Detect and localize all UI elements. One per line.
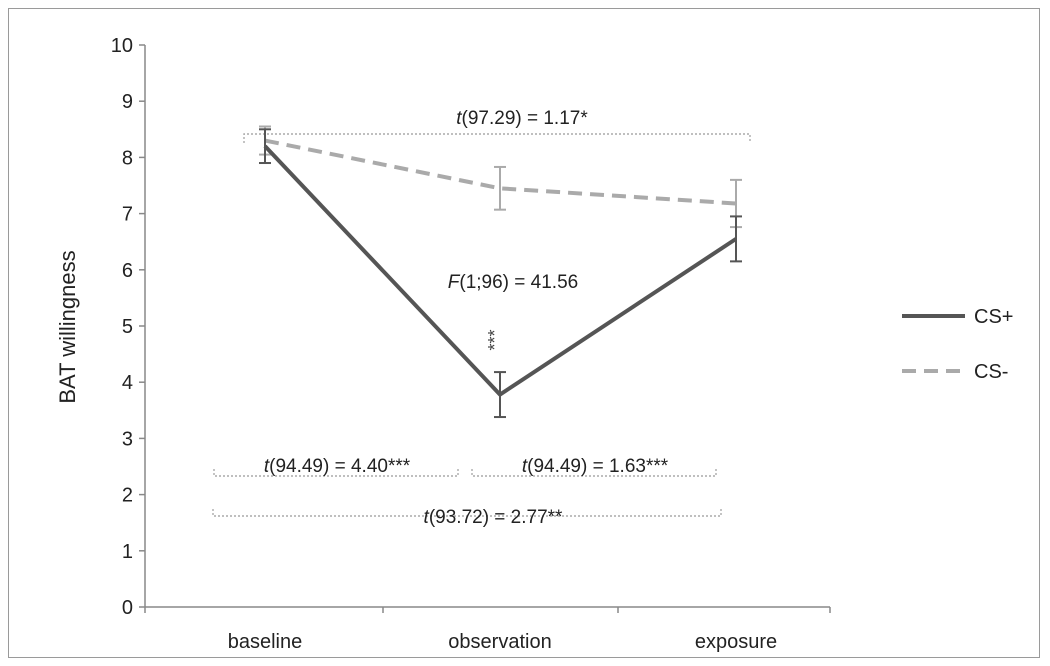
t-test-top-annotation: t(97.29) = 1.17*	[456, 108, 588, 129]
f-test-annotation: F(1;96) = 41.56	[448, 272, 578, 293]
y-tick-label: 4	[122, 372, 133, 394]
y-tick-label: 7	[122, 204, 133, 226]
bracket-bottom	[212, 509, 722, 517]
y-tick-label: 3	[122, 428, 133, 450]
legend-label-cs-plus: CS+	[974, 306, 1013, 328]
y-axis-label: BAT willingness	[55, 250, 80, 403]
bracket-right	[471, 469, 717, 477]
x-tick-label: observation	[448, 631, 551, 653]
series-line	[264, 138, 737, 206]
legend: CS+ CS-	[902, 306, 1013, 383]
y-tick-label: 5	[122, 316, 133, 338]
y-tick-label: 0	[122, 597, 133, 619]
y-axis: 0 1 2 3 4 5 6 7 8 9 10	[111, 35, 146, 619]
t-test-left-annotation: t(94.49) = 4.40***	[264, 456, 411, 477]
bracket-left	[213, 469, 459, 477]
y-tick-label: 1	[122, 541, 133, 563]
bracket-top	[243, 133, 751, 143]
significance-brackets	[212, 133, 751, 517]
x-tick-label: baseline	[228, 631, 303, 653]
chart-frame	[8, 8, 1040, 658]
y-tick-label: 10	[111, 35, 133, 57]
y-tick-label: 9	[122, 91, 133, 113]
t-test-bottom-annotation: t(93.72) = 2.77**	[424, 507, 564, 528]
series-layer	[259, 125, 742, 419]
x-tick-label: exposure	[695, 631, 777, 653]
x-axis: baseline observation exposure	[144, 606, 831, 653]
t-test-right-annotation: t(94.49) = 1.63***	[522, 456, 669, 477]
series-cs-minus	[259, 125, 742, 229]
series-cs-plus	[259, 128, 742, 419]
legend-label-cs-minus: CS-	[974, 361, 1008, 383]
y-tick-label: 8	[122, 147, 133, 169]
y-tick-label: 6	[122, 260, 133, 282]
observation-significance-stars: ***	[485, 329, 505, 350]
y-tick-label: 2	[122, 485, 133, 507]
